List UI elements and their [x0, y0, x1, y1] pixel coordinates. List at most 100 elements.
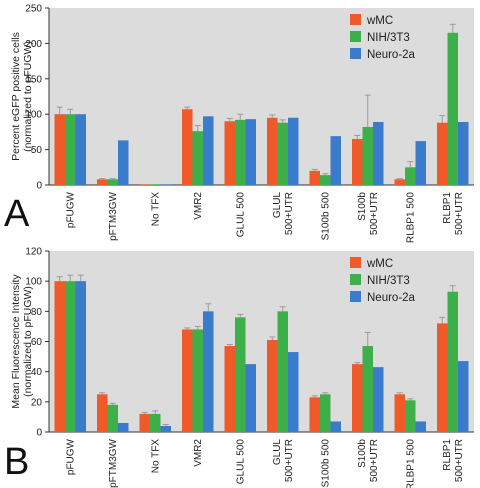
bar-nih-3t3 — [65, 281, 76, 432]
bar-nih-3t3 — [107, 179, 118, 185]
bar-wmc — [54, 281, 65, 432]
bar-nih-3t3 — [447, 291, 458, 432]
bar-wmc — [97, 179, 108, 185]
x-tick-label-line: 500+UTR — [284, 192, 295, 235]
bar-neuro-2a — [415, 421, 426, 432]
bar-neuro-2a — [330, 421, 341, 432]
bar-wmc — [182, 109, 193, 185]
bar-neuro-2a — [415, 141, 426, 185]
x-tick-label-line: pFUGW — [65, 191, 76, 228]
bar-nih-3t3 — [320, 175, 331, 185]
y-axis-label-line: (normalized to pFUGW) — [22, 41, 34, 152]
legend-label: wMC — [366, 15, 393, 27]
x-tick-label-line: S100b 500 — [320, 439, 331, 488]
x-tick-label: S100b500+UTR — [357, 192, 380, 236]
bar-nih-3t3 — [362, 346, 373, 432]
bar-nih-3t3 — [107, 404, 118, 432]
x-tick-label-line: GLUL 500 — [235, 192, 246, 238]
bar-neuro-2a — [245, 119, 256, 185]
bar-neuro-2a — [330, 136, 341, 185]
bar-neuro-2a — [118, 422, 129, 432]
x-tick-label-line: pFUGW — [65, 438, 76, 475]
bar-nih-3t3 — [150, 413, 161, 432]
x-tick-label: RLBP1 500 — [405, 439, 416, 488]
y-tick-label: 60 — [31, 337, 43, 348]
x-tick-label: pFTM3GW — [108, 438, 119, 487]
x-tick-label-line: 500+UTR — [454, 192, 465, 235]
x-tick-label-line: 500+UTR — [369, 439, 380, 482]
y-tick-label: 20 — [31, 397, 43, 408]
x-tick-label: RLBP1500+UTR — [442, 439, 465, 483]
x-tick-label: GLUL500+UTR — [272, 439, 295, 483]
bar-neuro-2a — [75, 114, 86, 185]
x-tick-label-line: GLUL 500 — [235, 439, 246, 485]
x-tick-label: pFUGW — [65, 438, 76, 475]
bar-nih-3t3 — [447, 32, 458, 185]
bar-wmc — [267, 117, 278, 185]
x-tick-label-line: RLBP1 500 — [405, 192, 416, 244]
y-tick-label: 0 — [36, 428, 42, 439]
bar-wmc — [394, 179, 405, 185]
bar-nih-3t3 — [65, 114, 76, 185]
legend-label: Neuro-2a — [367, 292, 416, 304]
y-tick-label: 200 — [25, 39, 42, 50]
bar-nih-3t3 — [320, 394, 331, 432]
x-tick-label-line: RLBP1 — [442, 439, 453, 471]
bar-nih-3t3 — [192, 329, 203, 432]
bar-nih-3t3 — [277, 311, 288, 432]
bar-wmc — [394, 394, 405, 432]
bar-wmc — [54, 114, 65, 185]
bar-neuro-2a — [160, 425, 171, 432]
legend-label: NIH/3T3 — [367, 275, 410, 287]
legend-swatch — [350, 274, 361, 285]
bar-wmc — [437, 323, 448, 432]
y-axis-label: Percent eGFP positive cells(normalized t… — [10, 32, 34, 161]
x-tick-label-line: S100b 500 — [320, 192, 331, 241]
bar-wmc — [437, 122, 448, 185]
panel-a: 0 50 100 150 200 250 Percent eGFP positive cel… — [4, 4, 474, 244]
legend-swatch — [350, 291, 361, 302]
x-tick-label: No TFX — [150, 192, 161, 227]
bar-nih-3t3 — [405, 400, 416, 432]
x-tick-label: VMR2 — [193, 192, 204, 220]
bar-wmc — [352, 364, 363, 432]
bar-nih-3t3 — [277, 122, 288, 185]
bar-neuro-2a — [288, 117, 299, 185]
legend-label: wMC — [366, 258, 393, 270]
y-tick-label: 100 — [25, 110, 42, 121]
x-tick-label-line: RLBP1 — [442, 192, 453, 224]
x-tick-label-line: RLBP1 500 — [405, 439, 416, 488]
x-tick-label: S100b 500 — [320, 192, 331, 241]
legend-swatch — [350, 257, 361, 268]
y-tick-label: 150 — [25, 74, 42, 85]
y-tick-label: 50 — [31, 145, 43, 156]
bar-neuro-2a — [245, 364, 256, 432]
bar-neuro-2a — [458, 361, 469, 432]
x-tick-label-line: pFTM3GW — [108, 191, 119, 240]
x-tick-label: GLUL 500 — [235, 439, 246, 485]
x-tick-label: RLBP1500+UTR — [442, 192, 465, 236]
bar-wmc — [182, 329, 193, 432]
x-tick-label-line: GLUL — [272, 192, 283, 219]
bar-wmc — [97, 394, 108, 432]
x-tick-label-line: VMR2 — [193, 192, 204, 220]
bar-nih-3t3 — [362, 126, 373, 185]
y-axis-label: Mean Fluorescence Intensity(normalized t… — [10, 274, 34, 409]
legend-swatch — [350, 31, 361, 42]
legend-label: NIH/3T3 — [367, 32, 410, 44]
x-tick-label-line: 500+UTR — [369, 192, 380, 235]
x-tick-label: GLUL 500 — [235, 192, 246, 238]
x-tick-label-line: GLUL — [272, 439, 283, 466]
bar-neuro-2a — [203, 311, 214, 432]
x-tick-label: pFTM3GW — [108, 191, 119, 240]
bar-neuro-2a — [75, 281, 86, 432]
y-tick-label: 120 — [25, 247, 42, 258]
x-tick-label-line: pFTM3GW — [108, 438, 119, 487]
bar-nih-3t3 — [192, 131, 203, 185]
bar-neuro-2a — [203, 116, 214, 185]
bar-wmc — [224, 346, 235, 432]
bar-nih-3t3 — [150, 184, 161, 185]
bar-wmc — [224, 121, 235, 185]
x-tick-label: No TFX — [150, 439, 161, 474]
